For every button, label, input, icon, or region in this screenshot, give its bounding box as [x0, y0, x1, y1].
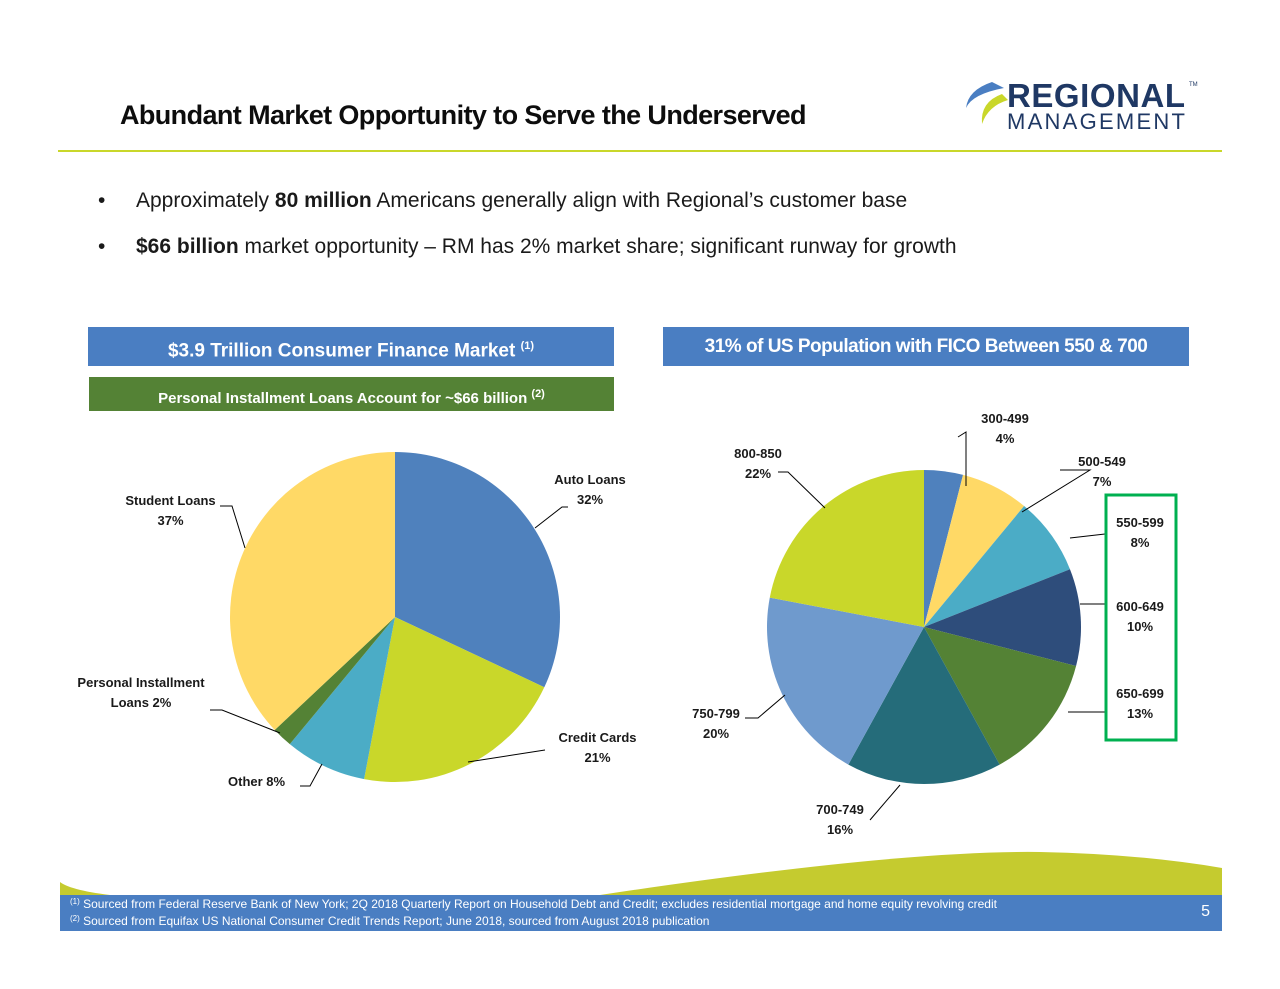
- title-divider: [58, 150, 1222, 152]
- left-chart-header: $3.9 Trillion Consumer Finance Market (1…: [88, 327, 614, 366]
- label-500-549: 500-549 7%: [1078, 454, 1126, 489]
- label-650-699: 650-699 13%: [1116, 686, 1164, 721]
- label-auto-loans: Auto Loans 32%: [554, 472, 626, 507]
- logo-mark: REGIONAL MANAGEMENT TM: [966, 77, 1198, 134]
- footnote-ref: (2): [531, 388, 545, 400]
- leader-line: [778, 471, 826, 509]
- footnote-2: (2) Sourced from Equifax US National Con…: [70, 914, 710, 928]
- footnote-1: (1) Sourced from Federal Reserve Bank of…: [70, 897, 997, 911]
- leader-line: [745, 694, 786, 719]
- subheader-text: Personal Installment Loans Account for ~…: [158, 390, 532, 407]
- bullet-text: market opportunity – RM has 2% market sh…: [238, 235, 957, 258]
- bullet-bold: 80 million: [274, 189, 372, 212]
- fico-slice-500-549: [924, 474, 1025, 627]
- leader-line: [467, 749, 546, 763]
- label-700-749: 700-749 16%: [816, 802, 864, 837]
- header-text: $3.9 Trillion Consumer Finance Market: [167, 340, 521, 362]
- label-600-649: 600-649 10%: [1116, 599, 1164, 634]
- fico-slice-800-850: [769, 470, 924, 627]
- label-other: Other 8%: [228, 774, 286, 789]
- svg-text:REGIONAL: REGIONAL: [1007, 77, 1185, 114]
- page-number: 5: [1201, 903, 1210, 920]
- fico-slice-600-649: [924, 569, 1081, 667]
- right-chart-header: 31% of US Population with FICO Between 5…: [663, 327, 1189, 366]
- label-750-799: 750-799 20%: [692, 706, 740, 741]
- label-student-loans: Student Loans 37%: [125, 493, 216, 528]
- consumer-finance-slice-other: [289, 617, 395, 780]
- consumer-finance-slice-student-loans: [230, 452, 395, 730]
- leader-line: [1021, 469, 1092, 513]
- fico-slice-700-749: [848, 627, 1000, 784]
- label-credit-cards: Credit Cards 21%: [558, 730, 637, 765]
- bullet-text: Americans generally align with Regional’…: [371, 189, 908, 212]
- consumer-finance-slice-personal-installment-loans: [274, 617, 395, 745]
- footnote-ref: (1): [520, 340, 535, 352]
- label-550-599: 550-599 8%: [1116, 515, 1164, 550]
- left-chart-subheader: Personal Installment Loans Account for ~…: [89, 377, 614, 411]
- label-800-850: 800-850 22%: [734, 446, 782, 481]
- footer-band: (1) Sourced from Federal Reserve Bank of…: [60, 895, 1222, 931]
- leader-line: [300, 763, 323, 787]
- consumer-finance-slice-auto-loans: [395, 452, 560, 688]
- regional-management-logo: REGIONAL MANAGEMENT TM: [962, 76, 1202, 141]
- svg-text:MANAGEMENT: MANAGEMENT: [1007, 109, 1185, 134]
- page-title: Abundant Market Opportunity to Serve the…: [120, 100, 807, 130]
- bullet-1: • Approximately 80 million Americans gene…: [98, 189, 908, 212]
- bullet-2: • $66 billion market opportunity – RM has…: [98, 235, 957, 258]
- svg-text:TM: TM: [1189, 82, 1198, 88]
- label-personal-installment: Personal Installment Loans 2%: [77, 675, 205, 710]
- fico-slice-650-699: [924, 627, 1077, 765]
- leader-line: [210, 709, 281, 734]
- leader-line: [534, 506, 568, 529]
- bullet-bold: $66 billion: [136, 235, 239, 258]
- footer-swoosh: [60, 851, 1222, 895]
- leader-line: [1069, 533, 1106, 539]
- consumer-finance-slice-credit-cards: [364, 617, 545, 782]
- highlight-box-550-700: [1104, 493, 1178, 742]
- label-300-499: 300-499 4%: [981, 411, 1029, 446]
- leader-line: [869, 784, 901, 821]
- fico-slice-550-599: [924, 506, 1070, 627]
- leader-line: [957, 431, 967, 486]
- bullet-text: Approximately: [136, 189, 275, 212]
- fico-slice-750-799: [766, 597, 924, 765]
- leader-line: [220, 505, 246, 549]
- fico-slice-300-499: [924, 470, 964, 627]
